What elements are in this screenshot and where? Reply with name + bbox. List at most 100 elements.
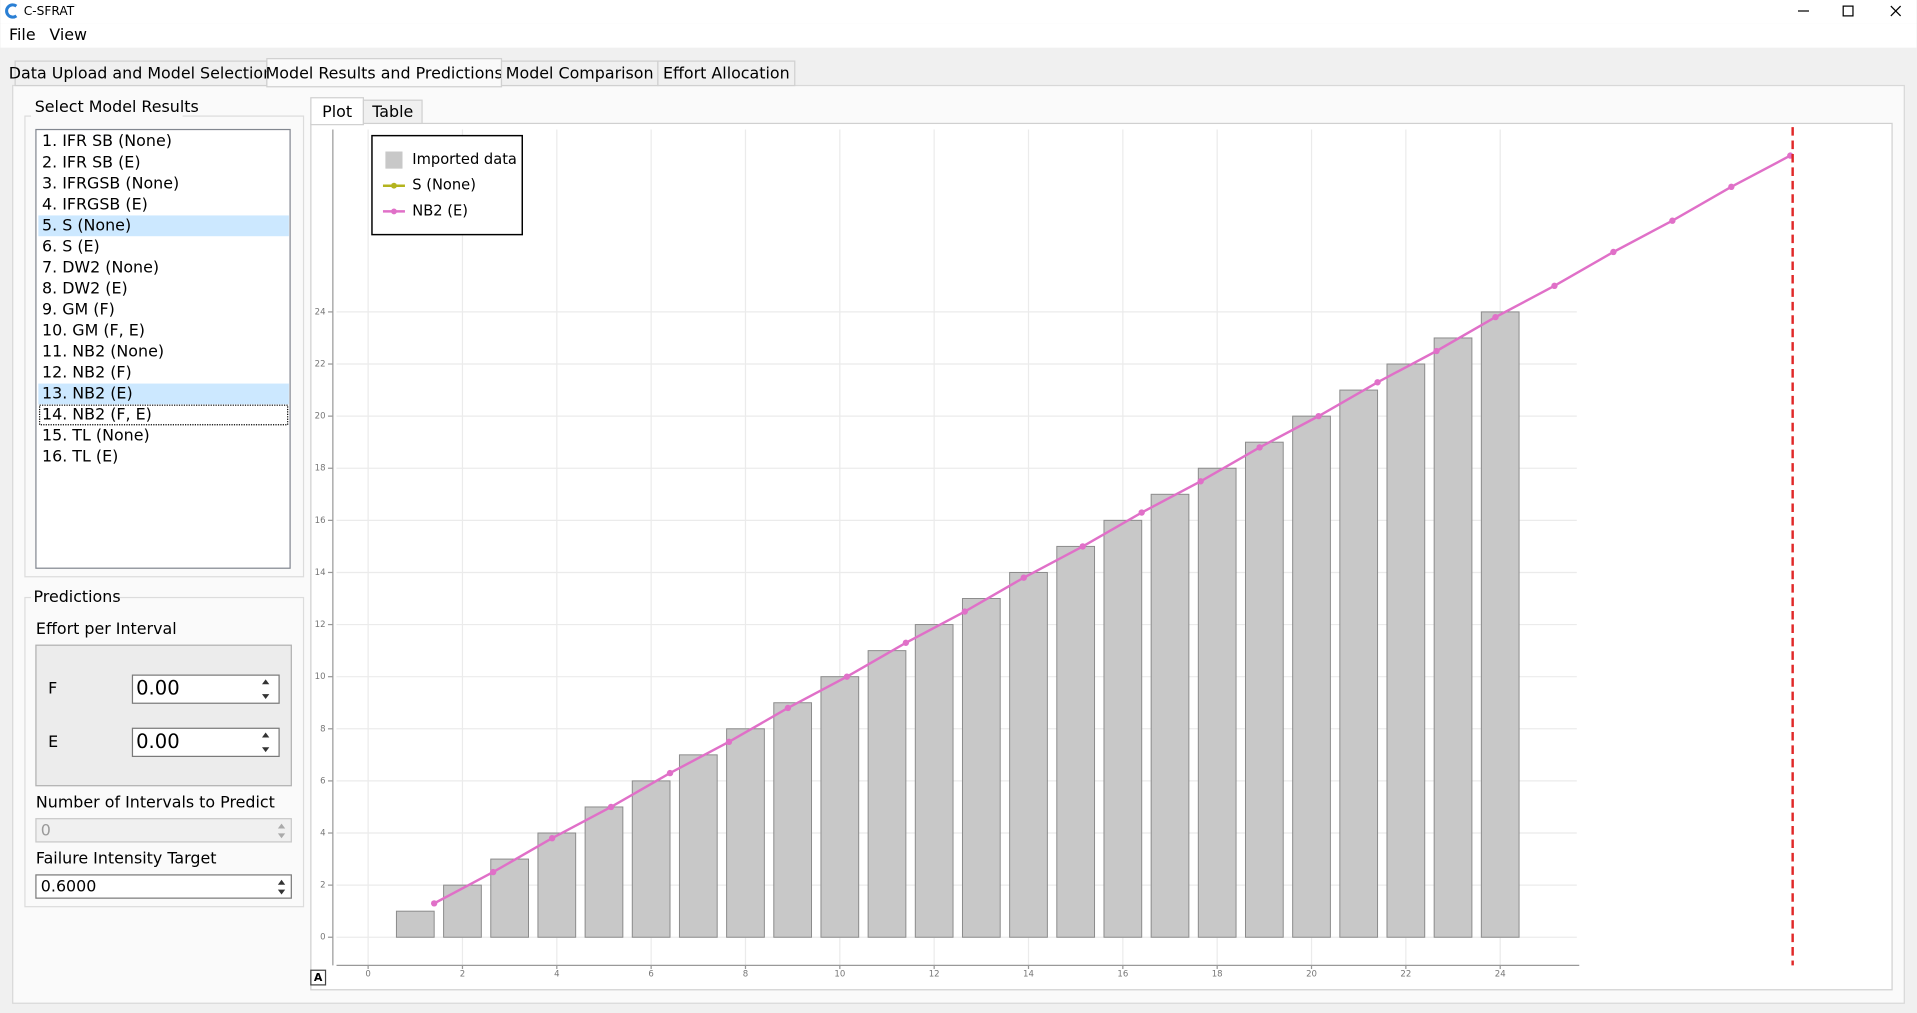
tab-label[interactable]: Model Comparison — [506, 63, 654, 82]
bar — [1009, 571, 1048, 938]
line-point — [902, 639, 910, 646]
tab[interactable] — [657, 60, 796, 87]
x-tick-label: 14 — [1023, 969, 1034, 979]
model-list — [35, 128, 291, 569]
spin-arrows[interactable] — [277, 879, 286, 895]
model-item[interactable]: 15. TL (None) — [42, 425, 150, 444]
spin-value[interactable]: 0.00 — [136, 677, 180, 700]
model-item[interactable]: 5. S (None) — [42, 215, 131, 234]
model-item[interactable]: 11. NB2 (None) — [42, 341, 164, 360]
bar — [961, 598, 1001, 938]
bar — [914, 624, 954, 938]
bar — [1386, 363, 1426, 938]
tab-label[interactable]: Data Upload and Model Selection — [9, 63, 273, 82]
spin-value[interactable]: 0.00 — [136, 730, 180, 753]
bar — [395, 910, 435, 938]
subtab-label[interactable]: Table — [371, 102, 413, 121]
bar — [1150, 493, 1190, 938]
tab[interactable] — [500, 60, 659, 87]
field-label: Number of Intervals to Predict — [36, 792, 275, 811]
restore-button[interactable] — [1842, 5, 1854, 17]
line-point — [1079, 543, 1086, 550]
y-tick-label: 12 — [315, 620, 326, 630]
y-tick-label: 24 — [315, 307, 326, 317]
spin-arrows[interactable] — [261, 679, 270, 699]
app-icon — [5, 3, 18, 19]
bar — [1056, 545, 1096, 938]
menu-item[interactable]: View — [49, 25, 87, 44]
model-item[interactable]: 9. GM (F) — [42, 299, 115, 318]
menu-bar — [0, 23, 1917, 48]
bar — [537, 832, 577, 938]
spin-arrows — [277, 823, 286, 839]
y-tick-label: 2 — [320, 881, 325, 891]
field-label: Failure Intensity Target — [36, 849, 217, 868]
predictions-group — [24, 596, 305, 908]
selected-row — [38, 215, 289, 237]
model-item[interactable]: 12. NB2 (F) — [42, 362, 132, 381]
y-tick-label: 20 — [315, 412, 326, 422]
line-point — [548, 835, 556, 842]
x-tick-label: 2 — [460, 969, 465, 979]
line-point — [1728, 183, 1735, 191]
model-item[interactable]: 8. DW2 (E) — [42, 278, 128, 297]
selected-row — [38, 383, 289, 405]
y-tick-label: 0 — [320, 933, 325, 943]
line-point — [489, 868, 497, 876]
subtab-label[interactable]: Plot — [322, 102, 352, 121]
model-line — [433, 154, 1791, 905]
bar — [726, 728, 765, 938]
group-title-bg — [31, 97, 183, 118]
tab-label[interactable]: Effort Allocation — [663, 63, 790, 82]
spin-box[interactable] — [131, 674, 280, 704]
bar — [1339, 389, 1379, 938]
x-tick-label: 10 — [834, 969, 845, 979]
line-point — [1256, 444, 1263, 451]
x-tick-label: 18 — [1212, 969, 1223, 979]
model-item[interactable]: 2. IFR SB (E) — [42, 152, 141, 171]
spin-arrows[interactable] — [261, 732, 270, 753]
line-point — [430, 900, 438, 907]
model-item[interactable]: 4. IFRGSB (E) — [42, 194, 148, 213]
autorange-button[interactable] — [310, 969, 327, 986]
menu-item[interactable]: File — [9, 25, 36, 44]
tab-label[interactable]: Model Results and Predictions — [266, 63, 503, 82]
field-label: E — [48, 732, 58, 751]
model-item[interactable]: 16. TL (E) — [42, 447, 118, 466]
model-item[interactable]: 3. IFRGSB (None) — [42, 173, 179, 192]
legend-label: S (None) — [412, 177, 476, 194]
y-tick-label: 8 — [320, 724, 325, 734]
line-point — [1020, 574, 1027, 581]
title-bar — [0, 0, 1917, 24]
spin-box[interactable] — [35, 874, 292, 899]
model-item[interactable]: 1. IFR SB (None) — [42, 131, 172, 150]
bar — [443, 884, 482, 938]
autorange-icon: A — [314, 971, 323, 984]
line-point — [1138, 509, 1145, 516]
bar — [584, 806, 624, 938]
spin-value[interactable]: 0.6000 — [41, 877, 97, 896]
y-tick-label: 22 — [315, 360, 326, 370]
model-item[interactable]: 13. NB2 (E) — [42, 383, 133, 402]
effort-box — [35, 644, 292, 787]
bar — [820, 676, 860, 938]
model-item[interactable]: 10. GM (F, E) — [42, 320, 145, 339]
model-item[interactable]: 6. S (E) — [42, 236, 100, 255]
x-tick-label: 24 — [1495, 969, 1506, 979]
x-tick-label: 20 — [1306, 969, 1317, 979]
focus-row — [38, 404, 289, 426]
line-point — [784, 704, 792, 712]
group-title: Select Model Results — [35, 97, 199, 116]
close-button[interactable] — [1890, 5, 1902, 17]
bar — [631, 780, 671, 938]
bar — [490, 858, 529, 938]
model-item[interactable]: 14. NB2 (F, E) — [42, 404, 152, 423]
spin-box[interactable] — [131, 727, 280, 758]
legend-swatch — [385, 151, 403, 169]
subtab[interactable] — [362, 99, 423, 125]
line-point — [1197, 478, 1204, 485]
line-point — [1551, 282, 1558, 290]
line-point — [666, 769, 674, 777]
line-point — [1669, 217, 1676, 224]
model-item[interactable]: 7. DW2 (None) — [42, 257, 159, 276]
